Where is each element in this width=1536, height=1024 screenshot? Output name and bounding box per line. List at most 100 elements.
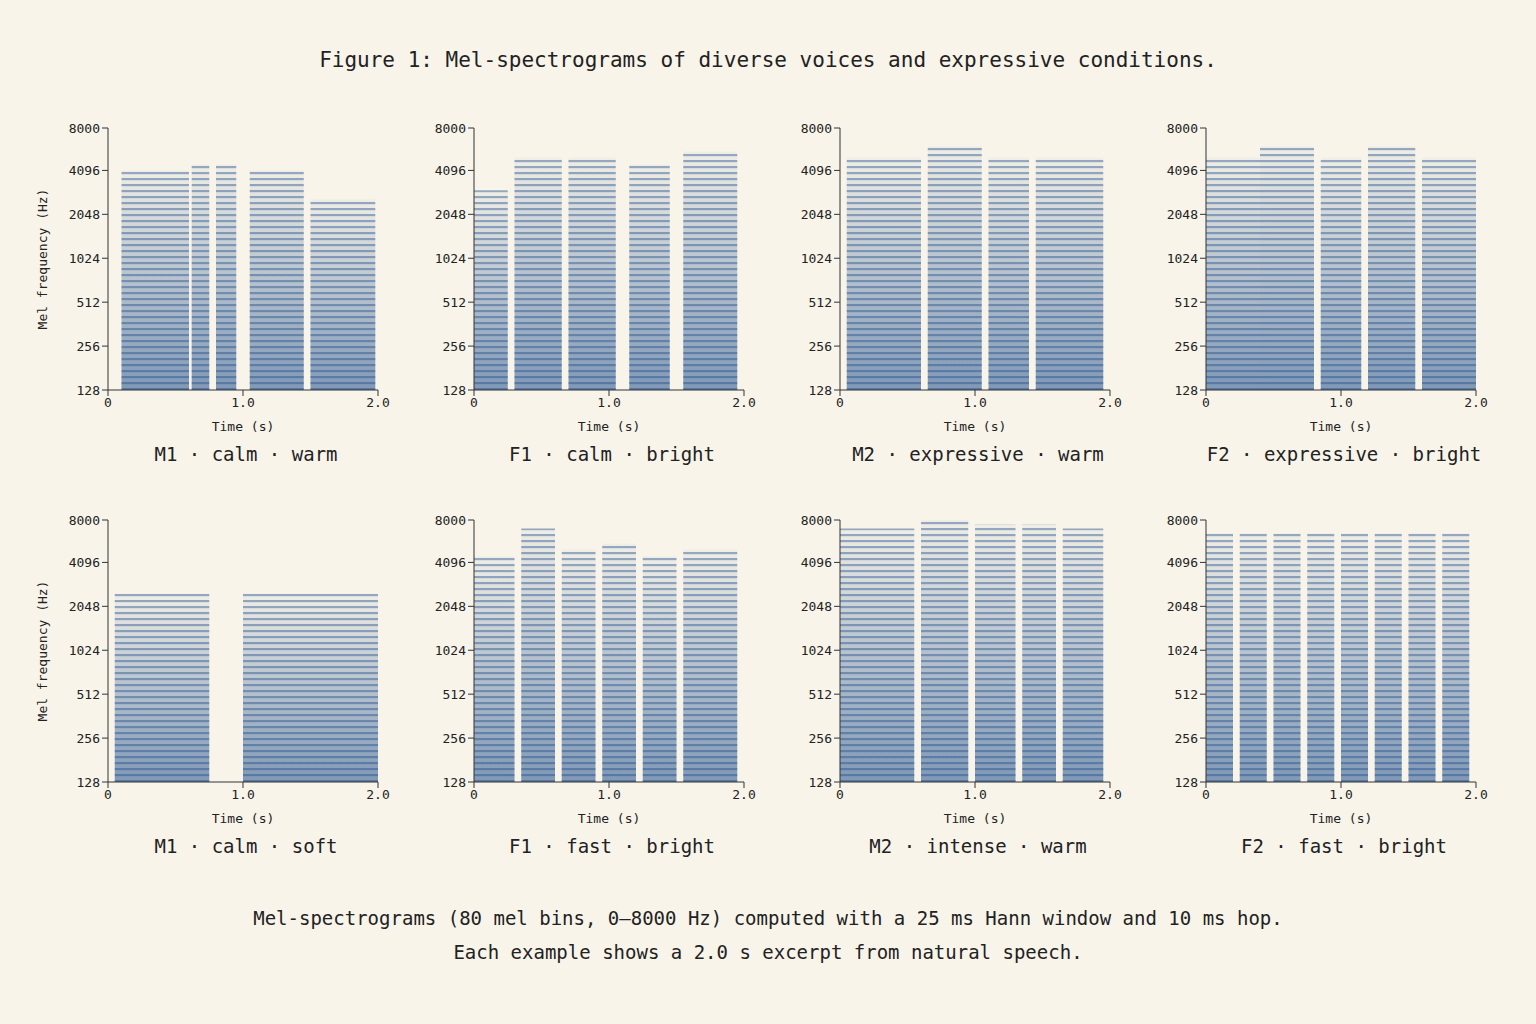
svg-text:128: 128 [1175,775,1198,790]
svg-text:8000: 8000 [801,121,832,136]
svg-text:2048: 2048 [435,599,466,614]
svg-text:256: 256 [1175,731,1198,746]
svg-text:Time (s): Time (s) [578,419,641,434]
svg-text:256: 256 [809,339,832,354]
svg-text:2.0: 2.0 [366,395,389,410]
svg-text:Mel frequency (Hz): Mel frequency (Hz) [35,581,50,722]
svg-text:1024: 1024 [1167,251,1198,266]
svg-text:0: 0 [470,787,478,802]
svg-text:Time (s): Time (s) [944,419,1007,434]
svg-text:512: 512 [77,687,100,702]
svg-text:Time (s): Time (s) [212,419,275,434]
svg-text:256: 256 [1175,339,1198,354]
svg-text:8000: 8000 [1167,121,1198,136]
svg-text:512: 512 [809,687,832,702]
svg-text:2.0: 2.0 [1098,395,1121,410]
svg-text:1.0: 1.0 [597,395,620,410]
svg-text:4096: 4096 [435,163,466,178]
svg-text:1024: 1024 [801,251,832,266]
svg-text:1.0: 1.0 [231,395,254,410]
svg-text:Time (s): Time (s) [578,811,641,826]
svg-text:2048: 2048 [801,207,832,222]
svg-text:512: 512 [1175,295,1198,310]
svg-text:Mel frequency (Hz): Mel frequency (Hz) [35,189,50,330]
html-text:Mel-spectrograms (80 mel bins,: Mel-spectrograms (80 mel bins, 0–8000 Hz… [253,907,1283,929]
svg-text:8000: 8000 [69,513,100,528]
svg-text:8000: 8000 [69,121,100,136]
svg-text:4096: 4096 [801,163,832,178]
svg-text:1.0: 1.0 [963,395,986,410]
html-text:F1 · fast · bright: F1 · fast · bright [509,835,715,857]
svg-text:1.0: 1.0 [597,787,620,802]
svg-text:128: 128 [443,775,466,790]
svg-text:128: 128 [443,383,466,398]
svg-text:2048: 2048 [801,599,832,614]
svg-text:512: 512 [443,687,466,702]
html-text:M1 · calm · soft: M1 · calm · soft [154,835,338,857]
svg-text:1.0: 1.0 [231,787,254,802]
svg-text:0: 0 [836,395,844,410]
svg-text:512: 512 [443,295,466,310]
svg-text:1.0: 1.0 [963,787,986,802]
svg-text:2048: 2048 [69,599,100,614]
html-text:M2 · expressive · warm: M2 · expressive · warm [852,443,1104,465]
svg-text:128: 128 [77,383,100,398]
svg-text:2.0: 2.0 [1464,395,1487,410]
svg-text:1024: 1024 [69,643,100,658]
svg-text:0: 0 [104,395,112,410]
svg-text:0: 0 [470,395,478,410]
svg-text:512: 512 [809,295,832,310]
svg-text:256: 256 [77,731,100,746]
svg-text:0: 0 [104,787,112,802]
svg-text:Time (s): Time (s) [212,811,275,826]
svg-text:1.0: 1.0 [1329,787,1352,802]
svg-text:128: 128 [1175,383,1198,398]
svg-text:4096: 4096 [801,555,832,570]
svg-text:2048: 2048 [435,207,466,222]
svg-text:1024: 1024 [69,251,100,266]
svg-text:2.0: 2.0 [366,787,389,802]
html-text:F1 · calm · bright: F1 · calm · bright [509,443,715,465]
svg-text:2.0: 2.0 [1464,787,1487,802]
svg-text:1024: 1024 [435,251,466,266]
svg-text:8000: 8000 [1167,513,1198,528]
svg-text:1024: 1024 [1167,643,1198,658]
svg-text:256: 256 [443,339,466,354]
svg-text:1.0: 1.0 [1329,395,1352,410]
svg-text:0: 0 [836,787,844,802]
svg-text:256: 256 [443,731,466,746]
svg-text:512: 512 [1175,687,1198,702]
svg-text:4096: 4096 [69,163,100,178]
html-text:M1 · calm · warm: M1 · calm · warm [154,443,338,465]
svg-text:Time (s): Time (s) [1310,811,1373,826]
html-text:F2 · fast · bright: F2 · fast · bright [1241,835,1447,857]
svg-text:0: 0 [1202,395,1210,410]
svg-text:256: 256 [77,339,100,354]
svg-text:2.0: 2.0 [1098,787,1121,802]
svg-text:8000: 8000 [435,513,466,528]
svg-text:8000: 8000 [435,121,466,136]
svg-text:4096: 4096 [435,555,466,570]
svg-text:128: 128 [809,383,832,398]
svg-text:4096: 4096 [1167,555,1198,570]
svg-text:Time (s): Time (s) [944,811,1007,826]
svg-text:128: 128 [809,775,832,790]
svg-text:1024: 1024 [801,643,832,658]
svg-text:4096: 4096 [69,555,100,570]
svg-text:2048: 2048 [1167,599,1198,614]
svg-text:0: 0 [1202,787,1210,802]
svg-text:512: 512 [77,295,100,310]
svg-text:2048: 2048 [1167,207,1198,222]
svg-text:1024: 1024 [435,643,466,658]
svg-text:Time (s): Time (s) [1310,419,1373,434]
html-text:F2 · expressive · bright: F2 · expressive · bright [1206,443,1482,465]
svg-text:256: 256 [809,731,832,746]
svg-text:2.0: 2.0 [732,395,755,410]
svg-text:128: 128 [77,775,100,790]
svg-text:2048: 2048 [69,207,100,222]
html-text:Figure 1: Mel-spectrograms of: Figure 1: Mel-spectrograms of diverse vo… [319,48,1217,72]
svg-text:4096: 4096 [1167,163,1198,178]
svg-text:2.0: 2.0 [732,787,755,802]
svg-text:8000: 8000 [801,513,832,528]
html-text:M2 · intense · warm: M2 · intense · warm [869,835,1087,857]
